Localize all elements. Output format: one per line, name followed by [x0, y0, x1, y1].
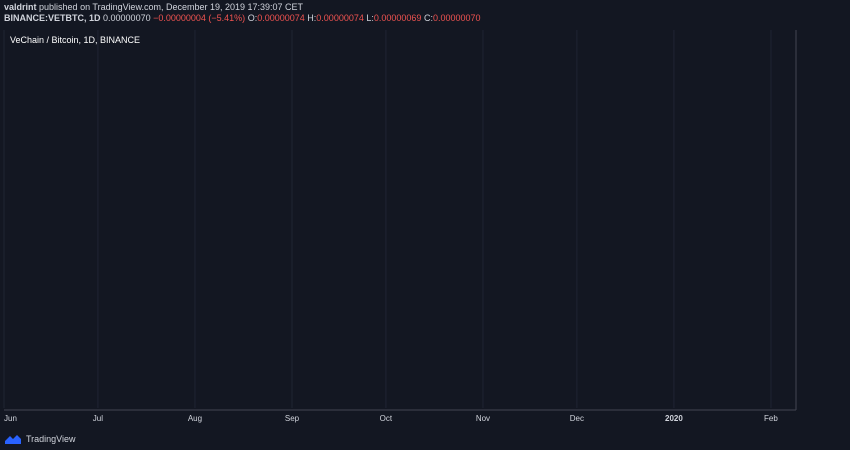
x-tick-label: Nov [476, 414, 490, 423]
x-tick-label: Jul [93, 414, 103, 423]
symbol-label: BINANCE:VETBTC, 1D [4, 13, 101, 23]
footer-brand-label: TradingView [26, 434, 76, 444]
low-value: 0.00000069 [373, 13, 422, 23]
publish-line: valdrint published on TradingView.com, D… [4, 2, 303, 12]
tradingview-logo-icon [5, 435, 21, 444]
ohlc-line: BINANCE:VETBTC, 1D 0.00000070 −0.0000000… [4, 13, 481, 23]
change-value: −0.00000004 (−5.41%) [153, 13, 246, 23]
open-value: 0.00000074 [257, 13, 305, 23]
x-tick-label: 2020 [665, 414, 683, 423]
author-name[interactable]: valdrint [4, 2, 37, 12]
close-value: 0.00000070 [432, 13, 481, 23]
x-tick-label: Dec [570, 414, 584, 423]
footer-brand[interactable]: TradingView [4, 433, 76, 445]
x-tick-label: Oct [380, 414, 393, 423]
close-label: C: [423, 13, 433, 23]
x-tick-label: Jun [4, 414, 17, 423]
publish-info: published on TradingView.com, December 1… [39, 2, 304, 12]
open-label: O: [247, 13, 258, 23]
last-value: 0.00000070 [103, 13, 151, 23]
high-value: 0.00000074 [316, 13, 364, 23]
x-tick-label: Feb [764, 414, 778, 423]
low-label: L: [366, 13, 374, 23]
x-tick-label: Sep [285, 414, 300, 423]
x-tick-label: Aug [188, 414, 202, 423]
high-label: H: [307, 13, 317, 23]
chart-title: VeChain / Bitcoin, 1D, BINANCE [10, 35, 140, 45]
